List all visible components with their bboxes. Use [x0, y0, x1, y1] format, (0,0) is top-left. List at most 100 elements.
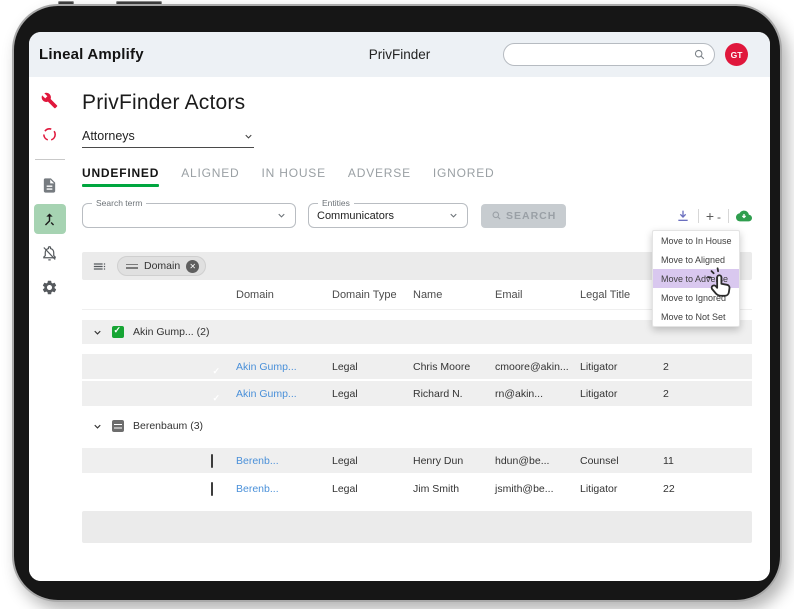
row-checkbox[interactable] — [211, 453, 213, 468]
cell-domain-type: Legal — [332, 482, 358, 495]
bell-off-icon — [43, 245, 56, 260]
search-icon — [492, 211, 501, 220]
column-header-domain-type[interactable]: Domain Type — [332, 288, 397, 301]
main-content: PrivFinder Actors Attorneys UNDEFINED AL… — [70, 77, 770, 581]
column-header-email[interactable]: Email — [495, 288, 523, 301]
cell-name: Chris Moore — [413, 360, 471, 373]
column-header-name[interactable]: Name — [413, 288, 443, 301]
cloud-download-icon[interactable] — [736, 208, 752, 224]
divider — [697, 208, 699, 223]
domain-link[interactable]: Akin Gump... — [236, 360, 297, 373]
report-icon — [43, 177, 56, 193]
global-search[interactable] — [503, 43, 715, 66]
brand-logo: Lineal Amplify — [39, 46, 144, 63]
close-icon[interactable]: ✕ — [186, 259, 200, 273]
table-header-row: Domain Domain Type Name Email Legal Titl… — [82, 280, 752, 310]
chevron-down-icon — [278, 213, 285, 218]
menu-item-move-to-adverse[interactable]: Move to Adverse — [653, 269, 739, 288]
row-checkbox[interactable] — [211, 481, 213, 496]
group-row-berenbaum[interactable]: Berenbaum (3) — [82, 414, 752, 438]
search-button-label: SEARCH — [506, 209, 557, 222]
app-screen: Lineal Amplify PrivFinder GT — [29, 32, 770, 581]
tab-in-house[interactable]: IN HOUSE — [261, 166, 326, 180]
sync-icon — [43, 127, 56, 141]
tab-adverse[interactable]: ADVERSE — [347, 166, 411, 180]
expand-collapse-control[interactable]: + - — [706, 208, 721, 224]
group-chip-domain[interactable]: Domain ✕ — [117, 256, 207, 276]
actors-table: Domain Domain Type Name Email Legal Titl… — [82, 280, 752, 543]
chevron-down-icon[interactable] — [92, 421, 103, 432]
sidebar-item-notifications[interactable] — [34, 238, 66, 268]
device-bezel: Lineal Amplify PrivFinder GT — [12, 4, 782, 602]
cell-domain-type: Legal — [332, 360, 358, 373]
table-row[interactable]: Berenb... Legal Jim Smith jsmith@be... L… — [82, 476, 752, 501]
chevron-down-icon — [245, 134, 252, 139]
cell-count: 2 — [663, 360, 669, 373]
sidebar-item-tools[interactable] — [34, 85, 66, 115]
menu-item-move-to-in-house[interactable]: Move to In House — [661, 235, 732, 246]
chevron-down-icon[interactable] — [92, 327, 103, 338]
cell-count: 11 — [663, 454, 674, 467]
table-row[interactable]: Berenb... Legal Henry Dun hdun@be... Cou… — [82, 448, 752, 473]
download-icon[interactable] — [675, 208, 691, 224]
table-row[interactable]: Akin Gump... Legal Richard N. rn@akin...… — [82, 381, 752, 406]
domain-link[interactable]: Berenb... — [236, 482, 279, 495]
global-search-input[interactable] — [512, 48, 693, 61]
top-bar: Lineal Amplify PrivFinder GT — [29, 32, 770, 77]
expand-all-button[interactable]: + — [705, 207, 714, 224]
cell-email: cmoore@akin... — [495, 360, 569, 373]
drag-handle-icon[interactable] — [126, 263, 138, 269]
cell-legal-title: Litigator — [580, 360, 618, 373]
group-label: Akin Gump... (2) — [133, 326, 210, 338]
tab-aligned[interactable]: ALIGNED — [181, 166, 240, 180]
bulk-action-icons: + - — [675, 208, 752, 224]
domain-link[interactable]: Akin Gump... — [236, 387, 297, 400]
menu-item-move-to-not-set[interactable]: Move to Not Set — [661, 311, 726, 322]
domain-link[interactable]: Berenb... — [236, 454, 279, 467]
sidebar-item-reports[interactable] — [34, 170, 66, 200]
sidebar-item-sync[interactable] — [34, 119, 66, 149]
search-term-select[interactable]: Search term — [82, 198, 296, 228]
cell-legal-title: Litigator — [580, 482, 618, 495]
menu-item-move-to-ignored[interactable]: Move to Ignored — [661, 292, 727, 303]
column-header-legal-title[interactable]: Legal Title — [580, 288, 631, 301]
menu-item-move-to-aligned[interactable]: Move to Aligned — [661, 254, 726, 265]
column-header-domain[interactable]: Domain — [236, 288, 274, 301]
cell-name: Richard N. — [413, 387, 463, 400]
tab-ignored[interactable]: IGNORED — [432, 166, 495, 180]
page-title: PrivFinder Actors — [82, 91, 246, 114]
collapse-all-button[interactable]: - — [717, 209, 721, 224]
cell-email: hdun@be... — [495, 454, 550, 467]
sidebar-item-settings[interactable] — [34, 272, 66, 302]
search-term-label: Search term — [92, 198, 147, 208]
cell-legal-title: Litigator — [580, 387, 618, 400]
search-icon — [694, 49, 705, 60]
cell-email: rn@akin... — [495, 387, 544, 400]
filter-row: Search term Entities Communicators SEARC… — [82, 198, 752, 228]
cell-count: 22 — [663, 482, 675, 495]
entities-select[interactable]: Entities Communicators — [308, 198, 468, 228]
sidebar-item-privfinder[interactable] — [33, 204, 66, 234]
search-button[interactable]: SEARCH — [481, 203, 567, 228]
actor-type-select[interactable]: Attorneys — [82, 129, 254, 148]
actor-type-value: Attorneys — [82, 129, 135, 143]
chevron-down-icon — [450, 213, 457, 218]
list-view-icon[interactable] — [92, 259, 107, 274]
tab-bar: UNDEFINED ALIGNED IN HOUSE ADVERSE IGNOR… — [82, 166, 752, 187]
group-row-akin-gump[interactable]: Akin Gump... (2) — [82, 320, 752, 344]
cell-legal-title: Counsel — [580, 454, 619, 467]
entities-value: Communicators — [317, 209, 395, 222]
divider — [728, 208, 729, 223]
cell-domain-type: Legal — [332, 454, 358, 467]
avatar[interactable]: GT — [725, 43, 748, 66]
tab-undefined[interactable]: UNDEFINED — [82, 166, 160, 187]
group-checkbox[interactable] — [112, 325, 124, 338]
gear-icon — [42, 280, 57, 294]
table-row[interactable]: Akin Gump... Legal Chris Moore cmoore@ak… — [82, 354, 752, 379]
wrench-icon — [41, 92, 58, 108]
move-to-menu: Move to In House Move to Aligned Move to… — [652, 230, 740, 327]
group-checkbox[interactable] — [112, 420, 124, 432]
sidebar — [29, 77, 70, 581]
table-footer-bar — [82, 511, 752, 543]
